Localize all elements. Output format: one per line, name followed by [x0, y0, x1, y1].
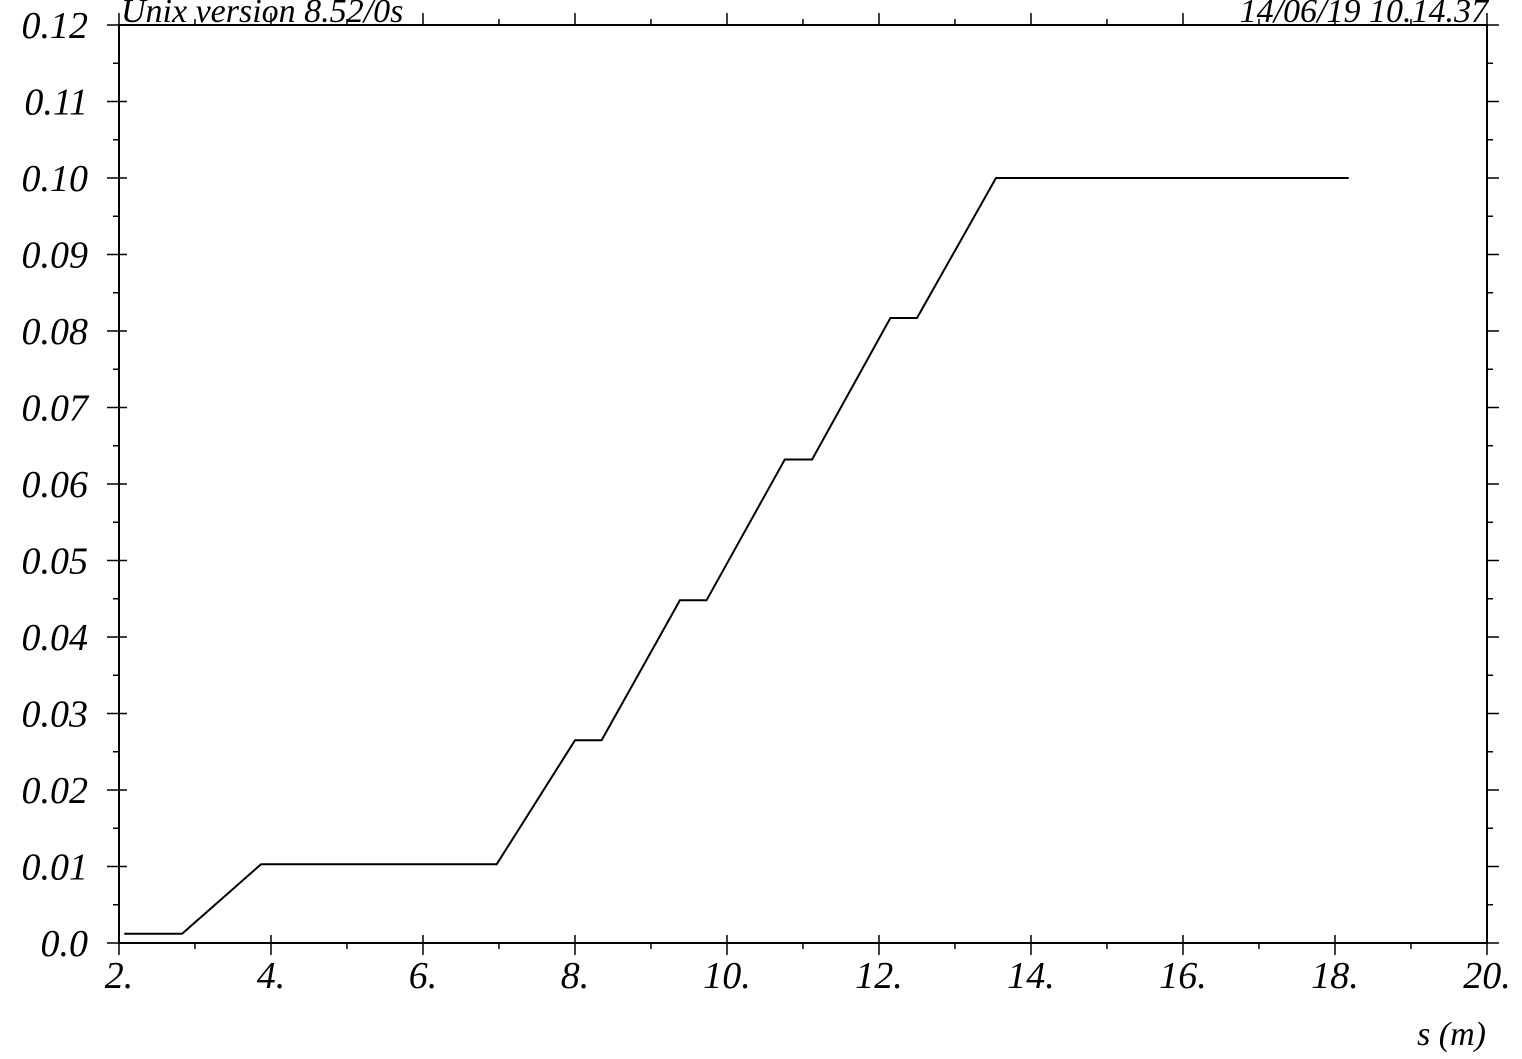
y-tick-label: 0.0 [41, 923, 89, 965]
series-line-0 [124, 177, 1349, 935]
y-tick-label: 0.07 [22, 388, 91, 430]
y-tick-label: 0.10 [22, 158, 89, 200]
y-tick-label: 0.02 [22, 770, 89, 812]
y-tick-label: 0.11 [24, 82, 88, 124]
x-tick-label: 16. [1159, 955, 1207, 997]
plot-frame [118, 24, 1488, 944]
y-tick-label: 0.06 [22, 464, 89, 506]
tick-labels: 2. 4. 6. 8. 10. 12. 14. 16. 18. 20. 0.0 0.01 0.02 0.0… [22, 5, 1511, 997]
x-tick-label: 8. [561, 955, 590, 997]
x-tick-label: 20. [1463, 955, 1511, 997]
x-tick-label: 2. [105, 955, 134, 997]
axis-ticks [107, 13, 1499, 955]
y-tick-label: 0.01 [22, 847, 89, 889]
y-tick-label: 0.09 [22, 235, 89, 277]
x-tick-label: 6. [409, 955, 438, 997]
x-tick-label: 12. [855, 955, 903, 997]
y-tick-label: 0.05 [22, 541, 89, 583]
x-tick-label: 18. [1311, 955, 1359, 997]
y-tick-label: 0.04 [22, 617, 89, 659]
y-tick-label: 0.03 [22, 694, 89, 736]
y-tick-label: 0.12 [22, 5, 89, 47]
x-tick-label: 14. [1007, 955, 1055, 997]
x-tick-label: 4. [257, 955, 286, 997]
series-group [124, 177, 1349, 935]
x-tick-label: 10. [703, 955, 751, 997]
y-tick-label: 0.08 [22, 311, 89, 353]
x-axis-title: s (m) [1417, 1016, 1486, 1053]
